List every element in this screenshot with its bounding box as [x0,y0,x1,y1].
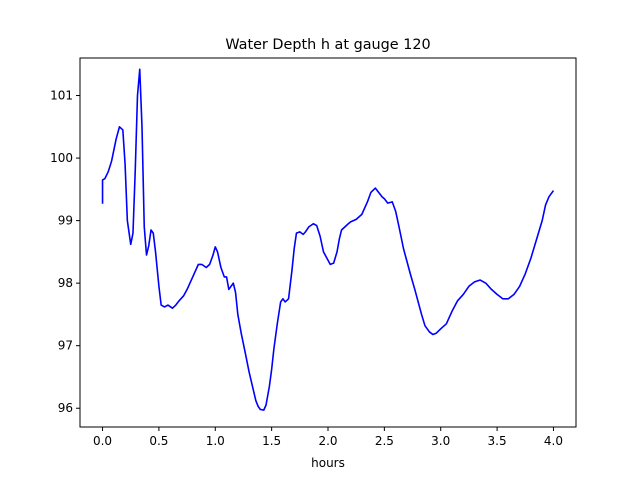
chart-title: Water Depth h at gauge 120 [225,37,430,53]
x-tick-label: 3.5 [488,434,507,448]
x-tick-label: 3.0 [431,434,450,448]
y-tick-label: 97 [58,339,73,353]
y-tick-label: 99 [58,214,73,228]
x-axis: 0.0 0.5 1.0 1.5 2.0 2.5 3.0 3.5 4.0 [93,427,563,448]
x-axis-label: hours [311,456,345,470]
y-tick-label: 98 [58,276,73,290]
y-tick-label: 100 [50,151,73,165]
y-axis: 96 97 98 99 100 101 [50,89,80,415]
plot-area [79,57,577,428]
y-tick-label: 96 [58,401,73,415]
series-line-water-depth [101,68,555,411]
axes-frame [79,57,577,428]
x-tick-label: 1.5 [262,434,281,448]
x-tick-label: 2.5 [375,434,394,448]
x-tick-label: 0.0 [93,434,112,448]
y-tick-label: 101 [50,89,73,103]
series-layer [101,68,555,411]
x-tick-label: 2.0 [318,434,337,448]
x-tick-label: 4.0 [544,434,563,448]
x-tick-label: 1.0 [206,434,225,448]
x-tick-label: 0.5 [149,434,168,448]
